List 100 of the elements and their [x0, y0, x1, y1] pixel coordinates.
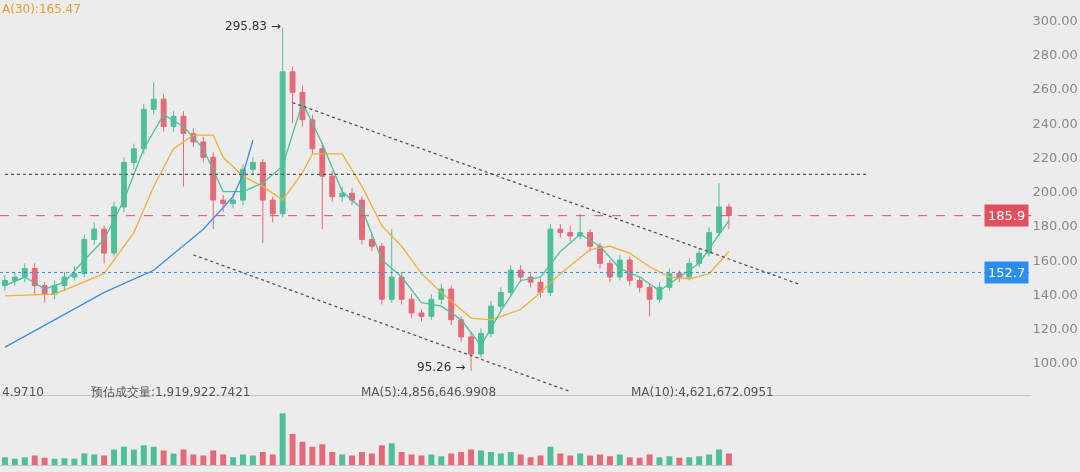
- bar: [616, 454, 623, 465]
- candlestick: [458, 315, 465, 343]
- bar: [597, 454, 603, 465]
- y-tick-label: 240.00: [1032, 115, 1078, 131]
- candlestick: [359, 196, 365, 246]
- candlestick: [557, 223, 564, 239]
- bar: [666, 456, 673, 465]
- bar: [1, 457, 8, 465]
- annotation: MA(10):4,621,672.0951: [631, 385, 774, 399]
- bar: [725, 453, 732, 465]
- candlestick: [398, 271, 405, 305]
- candlestick: [497, 286, 504, 312]
- candlestick: [606, 259, 613, 283]
- bar: [517, 454, 524, 465]
- candlestick: [150, 81, 157, 116]
- candlestick: [121, 156, 127, 213]
- candlestick: [230, 192, 236, 210]
- candlestick: [388, 228, 395, 304]
- y-tick-label: 280.00: [1032, 47, 1078, 63]
- candlestick: [289, 66, 296, 124]
- bar: [487, 452, 494, 465]
- candlestick: [646, 283, 653, 317]
- candlestick: [180, 110, 187, 187]
- candlestick: [547, 223, 554, 297]
- bar: [319, 444, 326, 465]
- bar: [279, 413, 286, 465]
- candlestick: [170, 110, 177, 133]
- bar: [507, 452, 514, 465]
- annotation: 4.9710: [2, 385, 44, 399]
- candlestick: [339, 185, 346, 203]
- bar: [160, 450, 167, 465]
- candlestick: [468, 331, 474, 372]
- candlestick: [616, 254, 623, 281]
- candlestick: [130, 143, 137, 170]
- bar: [716, 449, 722, 465]
- candlestick: [329, 170, 336, 203]
- candlestick: [696, 247, 703, 268]
- candlestick: [61, 271, 68, 292]
- candlestick: [517, 264, 524, 283]
- candlestick: [567, 225, 574, 242]
- candlestick: [725, 203, 732, 230]
- bar: [111, 449, 118, 465]
- bar: [329, 452, 336, 465]
- bar: [557, 453, 564, 465]
- candlestick: [259, 158, 266, 244]
- bar: [101, 455, 108, 465]
- annotation: 95.26 →: [417, 360, 466, 374]
- bar: [269, 454, 276, 465]
- candlestick: [487, 300, 494, 338]
- candlestick: [101, 225, 108, 264]
- bar: [230, 457, 237, 465]
- bar: [686, 457, 693, 465]
- bar: [527, 457, 534, 465]
- candlestick: [587, 228, 594, 252]
- candlestick: [249, 156, 256, 175]
- bar: [120, 446, 127, 465]
- bar: [706, 454, 713, 465]
- candlestick: [686, 257, 693, 281]
- bar: [71, 458, 78, 465]
- candlestick: [507, 264, 514, 297]
- bar: [368, 453, 375, 465]
- line-series: [4, 134, 730, 321]
- bar: [478, 450, 484, 465]
- bar: [190, 454, 197, 465]
- candlestick: [448, 285, 455, 326]
- y-tick-label: 180.00: [1032, 218, 1078, 234]
- bar: [398, 452, 405, 465]
- candlestick: [21, 262, 28, 283]
- bar: [21, 457, 28, 465]
- candlestick: [378, 242, 385, 305]
- bar: [359, 452, 365, 465]
- bar: [51, 458, 58, 465]
- bar: [140, 445, 147, 465]
- bar: [587, 455, 594, 465]
- y-tick-label: 300.00: [1032, 13, 1078, 29]
- y-tick-label: 260.00: [1032, 81, 1078, 97]
- bar: [289, 433, 296, 465]
- bar: [408, 454, 415, 465]
- bar: [81, 453, 88, 465]
- candlestick: [656, 281, 663, 304]
- annotation: A(30):165.47: [2, 2, 81, 16]
- bar: [170, 453, 177, 465]
- bar: [646, 454, 653, 465]
- candlestick: [706, 226, 713, 258]
- candlestick: [537, 278, 544, 299]
- y-tick-label: 120.00: [1032, 320, 1078, 336]
- bar: [200, 455, 207, 465]
- candlestick: [309, 114, 316, 155]
- bar: [438, 456, 445, 465]
- candlestick: [418, 309, 425, 323]
- bar: [378, 445, 385, 465]
- bar: [567, 455, 574, 465]
- y-tick-label: 100.00: [1032, 355, 1078, 371]
- annotation: 295.83 →: [225, 19, 281, 33]
- candlestick: [269, 196, 276, 223]
- bar: [309, 446, 316, 465]
- bar: [259, 452, 266, 465]
- bar: [61, 458, 68, 465]
- candlestick: [626, 256, 633, 287]
- candlestick: [91, 221, 98, 246]
